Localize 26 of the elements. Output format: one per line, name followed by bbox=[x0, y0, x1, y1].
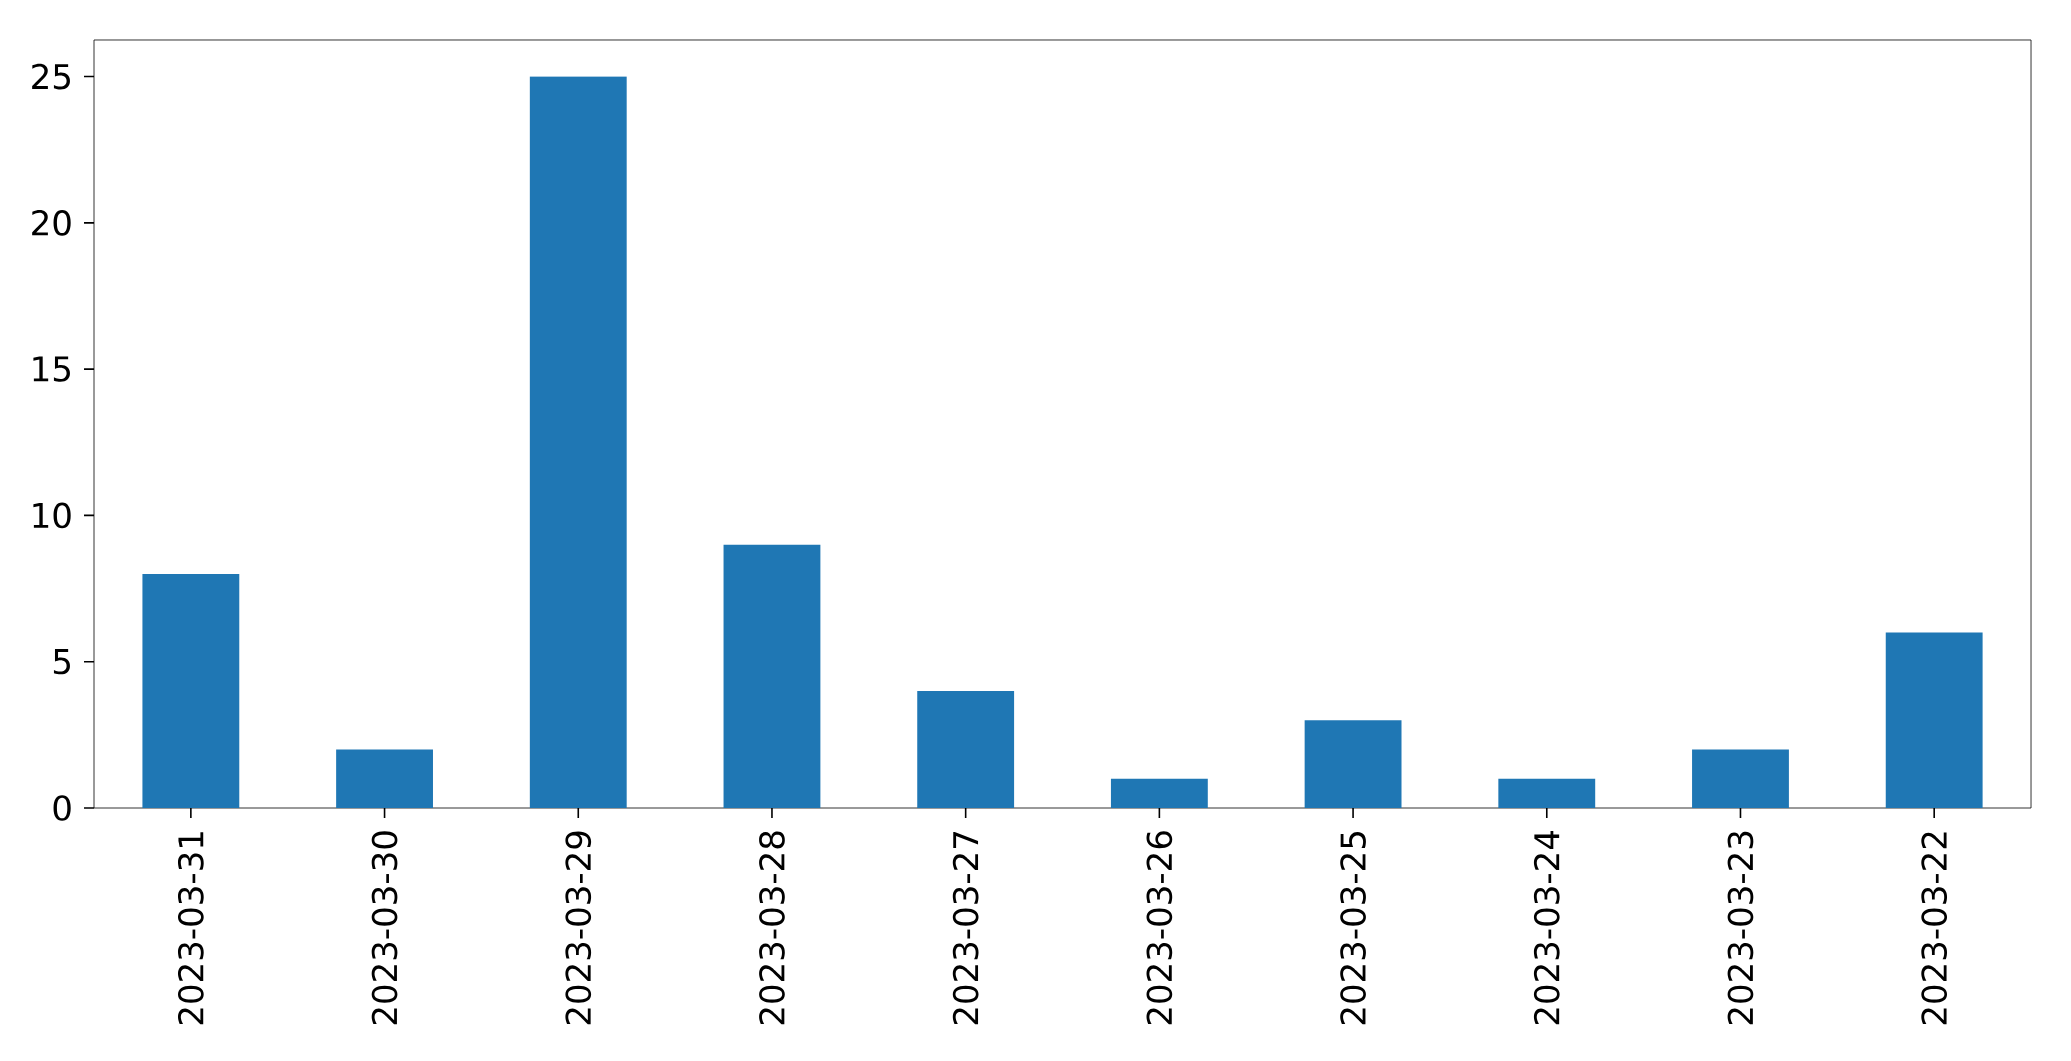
bar bbox=[1498, 778, 1596, 808]
y-tick-label: 25 bbox=[32, 63, 70, 90]
bar bbox=[1110, 778, 1208, 808]
bar bbox=[336, 749, 433, 808]
bar bbox=[1304, 720, 1402, 808]
bar bbox=[917, 690, 1015, 808]
y-tick-label: 20 bbox=[32, 209, 71, 236]
bar bbox=[723, 544, 821, 808]
x-tick-label: 2023-03-30 bbox=[371, 831, 398, 1025]
x-tick-label: 2023-03-22 bbox=[1921, 832, 1948, 1025]
x-tick-label: 2023-03-31 bbox=[177, 832, 204, 1025]
bar bbox=[529, 76, 627, 808]
x-tick-label: 2023-03-25 bbox=[1340, 832, 1366, 1025]
bar bbox=[1692, 749, 1789, 808]
bar bbox=[1885, 632, 1983, 808]
y-tick-label: 10 bbox=[33, 502, 71, 529]
y-tick-label: 5 bbox=[53, 649, 70, 675]
y-tick-label: 0 bbox=[53, 795, 71, 821]
x-tick-label: 2023-03-28 bbox=[759, 831, 785, 1025]
x-tick-label: 2023-03-27 bbox=[952, 832, 979, 1025]
bar bbox=[142, 573, 240, 808]
x-tick-label: 2023-03-24 bbox=[1533, 831, 1560, 1025]
x-tick-label: 2023-03-29 bbox=[565, 831, 592, 1025]
x-tick-label: 2023-03-26 bbox=[1146, 831, 1173, 1025]
x-tick-label: 2023-03-23 bbox=[1727, 831, 1754, 1025]
y-tick-label: 15 bbox=[33, 356, 70, 382]
